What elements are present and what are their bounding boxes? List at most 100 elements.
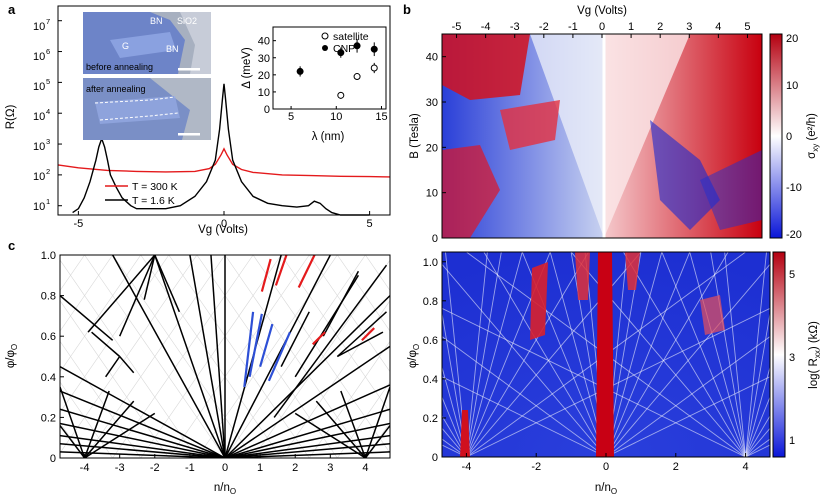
inset-ytick-label-10: 10 bbox=[258, 87, 270, 99]
b-cbar-tick--10: -10 bbox=[786, 182, 802, 194]
c-black-18 bbox=[224, 345, 390, 458]
panel-a-ylabel: R(Ω) bbox=[5, 105, 17, 130]
inset-legend-cnp-marker bbox=[322, 45, 328, 51]
d-ray-4-12 bbox=[745, 415, 770, 457]
c-black-13 bbox=[224, 443, 390, 458]
b-xtick-label--2: -2 bbox=[539, 21, 549, 33]
c-xtick-label--4: -4 bbox=[80, 462, 90, 474]
inset-legend-satellite-marker bbox=[321, 32, 329, 40]
inset-ytick-label-40: 40 bbox=[258, 36, 270, 48]
c-black-39 bbox=[60, 295, 114, 341]
c-black-45 bbox=[322, 270, 360, 337]
c-xtick-label-3: 3 bbox=[327, 462, 333, 474]
d-red-patch-3 bbox=[625, 252, 640, 290]
b-ytick-label-30: 30 bbox=[426, 97, 438, 109]
panel-a-ytick-3: 10 3 bbox=[33, 137, 50, 153]
panel-a-xlabel: Vg (Volts) bbox=[198, 224, 248, 236]
b-ytick-label-0: 0 bbox=[432, 233, 438, 245]
c-black-38 bbox=[105, 356, 121, 378]
panel-c-label: c bbox=[8, 238, 15, 253]
panel-c-red-lines bbox=[260, 255, 375, 346]
d-ray-4-10 bbox=[745, 365, 770, 457]
panel-a-legend: T = 300 K T = 1.6 K bbox=[105, 181, 178, 207]
inset-points bbox=[296, 38, 378, 99]
c-ytick-label-0.4: 0.4 bbox=[41, 372, 56, 384]
panel-a-ytick-6: 10 6 bbox=[33, 47, 50, 63]
image-label-sio2: SiO2 bbox=[177, 16, 197, 26]
inset-ticks: 5 10 15 0 10 20 30 40 bbox=[258, 36, 388, 123]
c-red-0 bbox=[260, 258, 272, 292]
c-red-3 bbox=[311, 331, 326, 346]
b-xtick-label--1: -1 bbox=[568, 21, 578, 33]
b-blue-patch-2 bbox=[700, 150, 762, 230]
c-blue-2 bbox=[259, 323, 274, 367]
panel-a-ytick-5: 10 5 bbox=[33, 77, 50, 93]
svg-text:1: 1 bbox=[46, 197, 50, 206]
panel-b-colorbar bbox=[769, 33, 783, 239]
c-black-16 bbox=[224, 408, 390, 458]
panel-b-ylabel: B (Tesla) bbox=[409, 113, 421, 159]
c-black-20 bbox=[224, 255, 331, 458]
panel-a-xticks: -5 0 5 bbox=[58, 20, 373, 230]
c-black-36 bbox=[91, 331, 121, 358]
panel-b-label: b bbox=[403, 2, 411, 17]
panel-d-heatmap bbox=[442, 252, 770, 457]
c-black-27 bbox=[364, 425, 390, 458]
inset-ytick-label-20: 20 bbox=[258, 70, 270, 82]
d-ray-4-9 bbox=[745, 310, 770, 457]
panel-d-colorbar bbox=[772, 251, 786, 458]
b-xtick-label--3: -3 bbox=[510, 21, 520, 33]
d-ray-4-8 bbox=[745, 252, 767, 457]
c-black-26 bbox=[84, 412, 156, 458]
inset-chart-frame bbox=[272, 26, 387, 110]
image-label-g: G bbox=[122, 41, 129, 51]
svg-text:5: 5 bbox=[46, 77, 50, 86]
c-black-5 bbox=[60, 390, 226, 458]
c-grid-line bbox=[60, 259, 198, 458]
inset-point-CNP-0 bbox=[296, 67, 304, 75]
c-grid-line bbox=[84, 255, 226, 458]
d-ytick-label-0: 0 bbox=[432, 452, 438, 464]
c-black-42 bbox=[336, 311, 387, 358]
series-line-0 bbox=[57, 147, 391, 178]
d-ray-4-7 bbox=[724, 252, 747, 457]
d-ray-0-2 bbox=[442, 263, 607, 457]
c-grid-line bbox=[196, 255, 338, 458]
c-black-29 bbox=[340, 390, 367, 458]
d-ytick-label-0.8: 0.8 bbox=[423, 296, 438, 308]
svg-text:10: 10 bbox=[33, 21, 45, 33]
b-cbar-tick-10: 10 bbox=[786, 80, 798, 92]
c-black-7 bbox=[112, 255, 226, 458]
panel-d-colorbar-ticks: 1 3 5 bbox=[789, 269, 795, 447]
panel-c-xlabel: n/nO bbox=[214, 482, 236, 496]
c-grid-line bbox=[60, 381, 113, 458]
panel-c-plot bbox=[60, 255, 390, 458]
c-black-22 bbox=[60, 425, 86, 458]
panel-a-frame bbox=[57, 5, 391, 216]
c-black-12 bbox=[224, 451, 390, 458]
d-xtick-label--4: -4 bbox=[462, 461, 472, 473]
c-black-6 bbox=[60, 365, 226, 458]
c-grid-line bbox=[337, 255, 390, 332]
panel-c-blue-lines bbox=[243, 311, 291, 388]
d-ray--4-8 bbox=[465, 252, 488, 457]
c-black-40 bbox=[273, 264, 388, 418]
c-grid-line bbox=[280, 255, 390, 413]
inset-legend-satellite: satellite bbox=[333, 31, 369, 43]
panel-a: a 10 1 10 2 10 3 10 4 10 5 10 6 10 7 R(Ω) Vg (V… bbox=[5, 2, 391, 236]
inset-chart: Δ (meV) λ (nm) 5 10 15 0 10 20 30 40 satellite … bbox=[241, 26, 388, 143]
b-xtick-label--5: -5 bbox=[452, 21, 462, 33]
svg-text:10: 10 bbox=[33, 81, 45, 93]
c-black-35 bbox=[154, 255, 181, 313]
inset-point-satellite-1 bbox=[353, 73, 361, 81]
c-black-25 bbox=[84, 400, 135, 458]
c-grid-line bbox=[60, 340, 141, 458]
d-cbar-tick-5: 5 bbox=[789, 269, 795, 281]
c-black-44 bbox=[280, 311, 310, 367]
image-label-bn-top: BN bbox=[150, 16, 163, 26]
c-black-32 bbox=[87, 255, 156, 333]
b-fan-right bbox=[604, 34, 690, 238]
c-black-14 bbox=[224, 434, 390, 458]
b-red-patch-2 bbox=[500, 100, 560, 150]
a-xtick-label-5: 5 bbox=[367, 218, 373, 230]
